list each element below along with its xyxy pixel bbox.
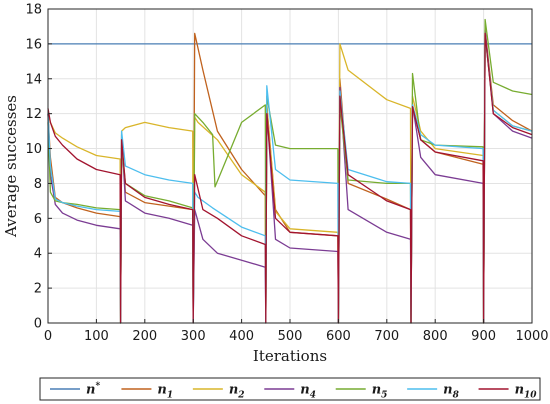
- legend-label-n8: n8: [443, 383, 459, 401]
- x-tick-label: 300: [181, 329, 206, 344]
- y-tick-label: 0: [34, 317, 42, 332]
- legend-label-n10: n10: [515, 383, 538, 401]
- y-axis-ticks: 0 2 4 6 8 10 12 14 16 18: [25, 3, 52, 332]
- y-tick-label: 2: [34, 282, 42, 297]
- x-tick-label: 200: [132, 329, 157, 344]
- y-tick-label: 16: [25, 37, 42, 52]
- x-tick-label: 900: [471, 329, 496, 344]
- y-tick-label: 12: [25, 107, 42, 122]
- legend-label-n2: n2: [229, 383, 245, 401]
- y-axis-label: Average successes: [2, 95, 20, 238]
- y-tick-label: 6: [34, 212, 42, 227]
- legend-label-n1: n1: [157, 383, 173, 401]
- legend: n* n1 n2 n4 n5 n8 n10: [39, 377, 541, 401]
- y-tick-label: 14: [25, 72, 42, 87]
- x-tick-label: 400: [229, 329, 254, 344]
- x-tick-label: 800: [423, 329, 448, 344]
- x-tick-label: 600: [326, 329, 351, 344]
- x-tick-label: 0: [44, 329, 52, 344]
- y-tick-label: 8: [34, 177, 42, 192]
- legend-label-n5: n5: [372, 383, 388, 401]
- x-tick-label: 700: [374, 329, 399, 344]
- x-tick-label: 500: [278, 329, 303, 344]
- y-tick-label: 4: [34, 247, 42, 262]
- legend-label-n*: n*: [86, 382, 100, 398]
- x-axis-label: Iterations: [253, 347, 327, 365]
- legend-label-n4: n4: [300, 383, 316, 401]
- x-tick-label: 1000: [515, 329, 548, 344]
- y-tick-label: 10: [25, 142, 42, 157]
- x-axis-ticks: 0 100 200 300 400 500 600 700 800 900 1000: [44, 319, 549, 344]
- x-tick-label: 100: [84, 329, 109, 344]
- y-tick-label: 18: [25, 3, 42, 18]
